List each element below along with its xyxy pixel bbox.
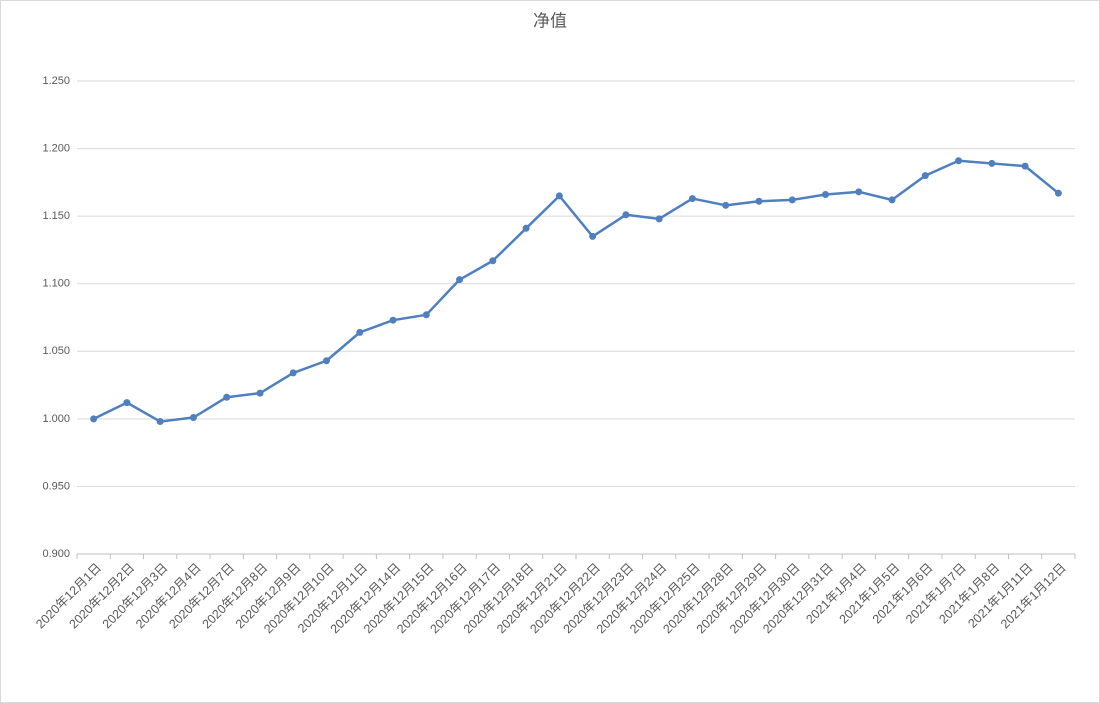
point <box>655 215 663 223</box>
point <box>921 172 929 180</box>
point <box>589 232 597 240</box>
point <box>622 211 630 219</box>
point <box>422 311 430 319</box>
point <box>1021 162 1029 170</box>
point <box>722 201 730 209</box>
point <box>788 196 796 204</box>
point <box>822 191 829 199</box>
point <box>888 196 896 204</box>
y-tick-label: 0.900 <box>42 548 70 560</box>
chart-title: 净值 <box>533 11 567 30</box>
y-tick-label: 1.250 <box>42 75 70 87</box>
y-tick-label: 0.950 <box>42 480 70 492</box>
point <box>356 328 364 336</box>
point <box>456 276 464 284</box>
point <box>955 157 963 165</box>
point <box>1054 189 1062 197</box>
y-tick-label: 1.050 <box>42 345 70 357</box>
point <box>755 197 763 205</box>
point <box>489 257 497 265</box>
point <box>189 414 197 422</box>
point <box>289 369 297 377</box>
point <box>256 389 264 397</box>
point <box>156 418 164 426</box>
point <box>688 195 696 203</box>
y-tick-label: 1.200 <box>42 142 70 154</box>
point <box>323 357 330 365</box>
y-tick-label: 1.100 <box>42 278 70 290</box>
point <box>123 399 131 407</box>
y-tick-label: 1.150 <box>42 210 70 222</box>
point <box>988 159 996 167</box>
point <box>223 393 231 401</box>
point <box>90 415 98 423</box>
point <box>522 224 530 232</box>
line <box>93 159 1060 423</box>
point <box>855 188 863 196</box>
point <box>555 192 563 200</box>
y-tick-label: 1.000 <box>42 413 70 425</box>
point <box>389 316 397 324</box>
